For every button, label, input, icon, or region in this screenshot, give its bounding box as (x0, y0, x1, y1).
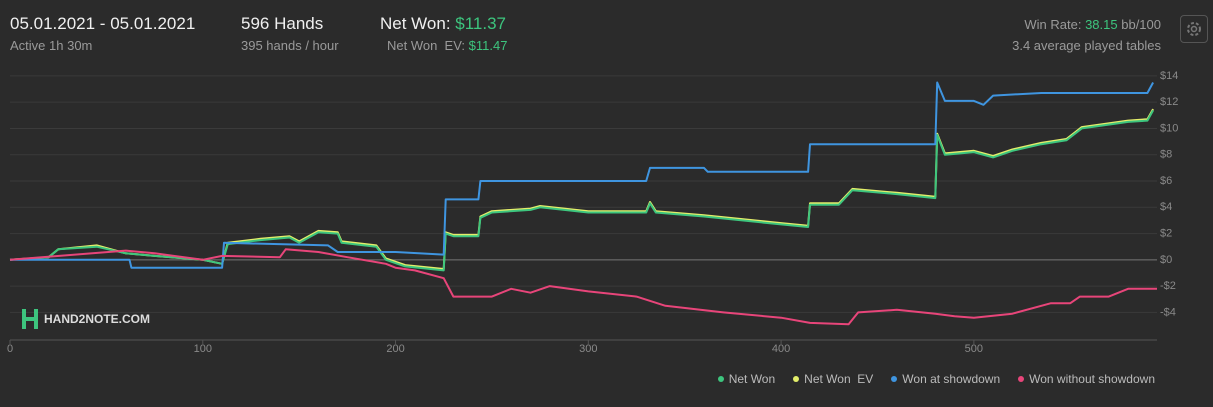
net-won: Net Won: $11.37 (380, 14, 506, 34)
net-won-value: $11.37 (455, 14, 507, 33)
legend-label: Net Won (728, 372, 776, 386)
hands-per-hour: 395 hands / hour (241, 38, 339, 53)
x-tick-label: 400 (772, 343, 790, 355)
legend-dot (1018, 376, 1025, 382)
win-rate-label: Win Rate: (1024, 17, 1086, 32)
tables: 3.4 average played tables (1012, 38, 1161, 53)
logo-text: HAND2NOTE.COM (44, 312, 150, 326)
series-line (9, 248, 1157, 326)
y-tick-label: -$2 (1160, 280, 1176, 292)
y-tick-label: $2 (1160, 227, 1172, 239)
legend: Net Won Net Won EV Won at showdown Won with… (717, 372, 1155, 386)
series-line (9, 108, 1154, 270)
series-line (9, 109, 1154, 272)
net-won-ev-value: $11.47 (468, 38, 508, 53)
win-rate-unit: bb/100 (1117, 17, 1161, 32)
y-tick-label: $12 (1160, 96, 1178, 108)
date-range: 05.01.2021 - 05.01.2021 (10, 14, 196, 33)
logo: HAND2NOTE.COM (22, 309, 150, 329)
net-won-label: Net Won: (380, 14, 456, 33)
hands: 596 Hands (241, 14, 324, 33)
y-tick-label: $8 (1160, 149, 1172, 161)
legend-dot (717, 376, 724, 382)
win-rate: Win Rate: 38.15 bb/100 (1024, 17, 1161, 32)
x-tick-label: 200 (386, 343, 404, 355)
series-line (10, 81, 1154, 269)
y-tick-label: -$4 (1160, 306, 1176, 318)
x-tick-label: 500 (965, 343, 983, 355)
gear-icon (1187, 22, 1201, 36)
x-tick-label: 100 (194, 343, 212, 355)
legend-label: Net Won EV (804, 372, 874, 386)
x-tick-label: 300 (579, 343, 597, 355)
net-won-ev-label: Net Won EV: (387, 38, 469, 53)
net-won-ev: Net Won EV: $11.47 (387, 38, 507, 53)
y-tick-label: $14 (1160, 70, 1178, 82)
legend-label: Won without showdown (1029, 372, 1155, 386)
x-tick-label: 0 (7, 343, 13, 355)
legend-item[interactable]: Net Won (717, 372, 776, 386)
settings-button[interactable] (1180, 15, 1208, 43)
legend-item[interactable]: Net Won EV (793, 372, 873, 386)
legend-dot (793, 376, 800, 382)
legend-label: Won at showdown (902, 372, 1001, 386)
active-time: Active 1h 30m (10, 38, 93, 53)
legend-item[interactable]: Won without showdown (1018, 372, 1155, 386)
y-tick-label: $6 (1160, 175, 1172, 187)
win-rate-value: 38.15 (1085, 17, 1118, 32)
y-tick-label: $0 (1160, 254, 1172, 266)
legend-item[interactable]: Won at showdown (891, 372, 1000, 386)
y-tick-label: $10 (1160, 122, 1178, 134)
chart: -$4 -$2 $0 $2 $4 $6 $8 $10 $12 $14 0 100 200 300 400 50… (7, 70, 1178, 355)
y-tick-label: $4 (1160, 201, 1172, 213)
legend-dot (891, 376, 898, 382)
